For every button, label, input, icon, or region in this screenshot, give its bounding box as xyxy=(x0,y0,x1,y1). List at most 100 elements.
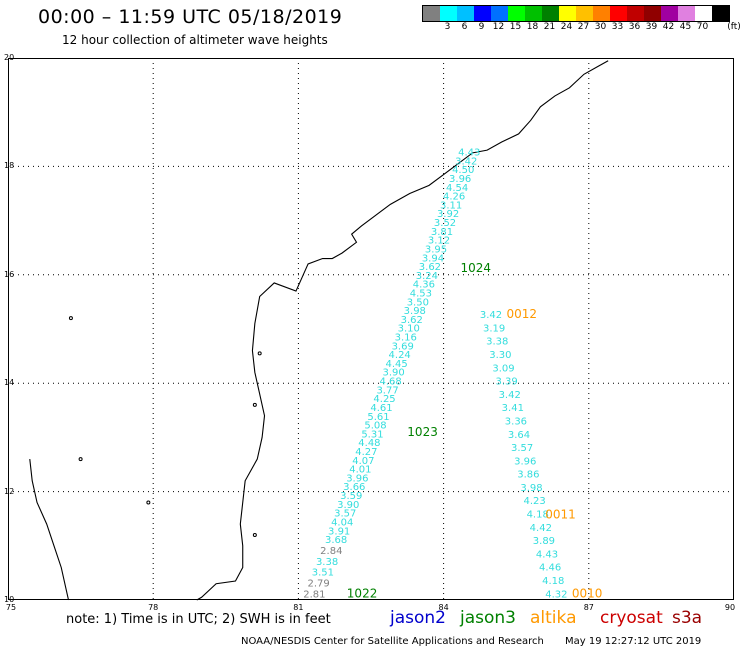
colorbar-label: 12 xyxy=(492,22,505,32)
satellite-legend-cryosat: cryosat xyxy=(600,608,663,628)
wave-height-label: 4.23 xyxy=(523,496,545,507)
colorbar-swatch xyxy=(457,6,474,21)
wave-height-label: 4.24 xyxy=(389,350,411,361)
wave-height-label: 3.86 xyxy=(517,470,539,481)
wave-height-label: 3.91 xyxy=(328,526,350,537)
colorbar-swatch xyxy=(559,6,576,21)
lon-axis-label: 75 xyxy=(5,603,17,612)
pass-id-label: 1024 xyxy=(461,261,492,275)
wave-height-label: 3.42 xyxy=(480,310,502,321)
satellite-legend-jason2: jason2 xyxy=(390,608,446,628)
credit-text: NOAA/NESDIS Center for Satellite Applica… xyxy=(241,636,544,647)
wave-height-label: 3.96 xyxy=(449,174,471,185)
island xyxy=(68,316,73,321)
lat-axis-label: 12 xyxy=(4,486,15,496)
wave-height-label: 5.08 xyxy=(364,421,386,432)
wave-height-label: 4.25 xyxy=(373,394,395,405)
wave-height-label: 3.09 xyxy=(492,363,514,374)
colorbar-swatch xyxy=(661,6,678,21)
note-text: note: 1) Time is in UTC; 2) SWH is in fe… xyxy=(66,612,331,627)
wave-height-label: 3.39 xyxy=(495,377,517,388)
wave-height-label: 3.50 xyxy=(407,297,429,308)
colorbar-label: 24 xyxy=(560,22,573,32)
pass-id-label: 1022 xyxy=(347,586,378,600)
colorbar-label: 42 xyxy=(662,22,675,32)
map-frame xyxy=(8,58,734,600)
colorbar-swatch xyxy=(695,6,712,21)
wave-height-label: 5.31 xyxy=(361,429,383,440)
wave-height-label: 3.98 xyxy=(520,483,542,494)
colorbar-label: 15 xyxy=(509,22,522,32)
wave-height-label: 4.46 xyxy=(539,563,561,574)
island xyxy=(146,500,151,505)
lon-axis-label: 90 xyxy=(724,603,736,612)
wave-height-label: 4.53 xyxy=(410,288,432,299)
colorbar-unit: (ft) xyxy=(727,22,740,32)
wave-height-label: 2.84 xyxy=(320,546,342,557)
colorbar xyxy=(422,5,730,22)
wave-height-label: 3.89 xyxy=(533,536,555,547)
wave-height-label: 4.68 xyxy=(379,377,401,388)
wave-height-label: 3.51 xyxy=(312,568,334,579)
satellite-legend-s3a: s3a xyxy=(672,608,703,628)
wave-height-label: 4.50 xyxy=(452,165,474,176)
wave-height-label: 3.68 xyxy=(325,535,347,546)
pass-id-label: 0010 xyxy=(572,586,603,600)
wave-height-label: 3.42 xyxy=(499,390,521,401)
west-coastline xyxy=(29,459,70,601)
wave-height-label: 3.42 xyxy=(455,156,477,167)
island xyxy=(252,532,257,537)
pass-id-label: 0011 xyxy=(545,508,576,522)
wave-height-label: 3.94 xyxy=(422,253,444,264)
colorbar-swatch xyxy=(474,6,491,21)
wave-height-label: 4.48 xyxy=(358,438,380,449)
colorbar-swatch xyxy=(525,6,542,21)
colorbar-label: 3 xyxy=(444,22,451,32)
colorbar-swatch xyxy=(593,6,610,21)
colorbar-label: 39 xyxy=(645,22,658,32)
colorbar-label: 45 xyxy=(679,22,692,32)
lat-axis-label: 16 xyxy=(4,269,15,279)
colorbar-swatch xyxy=(423,6,440,21)
wave-height-label: 3.96 xyxy=(514,456,536,467)
wave-height-label: 4.61 xyxy=(370,403,392,414)
pass-id-label: 1023 xyxy=(407,425,438,439)
colorbar-swatch xyxy=(542,6,559,21)
wave-height-label: 3.95 xyxy=(425,244,447,255)
lat-axis-label: 10 xyxy=(4,595,15,604)
colorbar-label: 9 xyxy=(478,22,485,32)
wave-height-label: 4.45 xyxy=(386,359,408,370)
colorbar-label: 70 xyxy=(696,22,709,32)
lon-axis-label: 78 xyxy=(148,603,159,612)
wave-height-label: 3.77 xyxy=(376,385,398,396)
wave-height-label: 4.42 xyxy=(530,523,552,534)
wave-height-label: 3.41 xyxy=(502,403,524,414)
wave-height-label: 4.27 xyxy=(355,447,377,458)
colorbar-swatch xyxy=(610,6,627,21)
wave-height-label: 3.90 xyxy=(382,368,404,379)
wave-height-label: 3.98 xyxy=(404,306,426,317)
wave-height-label: 2.81 xyxy=(303,589,325,600)
wave-height-label: 3.64 xyxy=(508,430,530,441)
wave-height-label: 4.54 xyxy=(446,183,468,194)
wave-height-label: 5.61 xyxy=(367,412,389,423)
lon-axis-label: 87 xyxy=(583,603,594,612)
wave-height-label: 3.12 xyxy=(428,236,450,247)
wave-height-label: 3.69 xyxy=(392,341,414,352)
wave-height-label: 4.18 xyxy=(527,510,549,521)
wave-height-label: 3.59 xyxy=(340,491,362,502)
wave-height-label: 4.43 xyxy=(536,549,558,560)
wave-height-label: 3.38 xyxy=(316,557,338,568)
colorbar-label: 18 xyxy=(526,22,539,32)
wave-height-label: 4.32 xyxy=(545,589,567,600)
wave-height-label: 3.11 xyxy=(440,200,462,211)
wave-height-label: 4.07 xyxy=(352,456,374,467)
page-title: 00:00 – 11:59 UTC 05/18/2019 xyxy=(38,6,343,28)
lat-axis-label: 20 xyxy=(4,53,15,62)
wave-height-label: 3.90 xyxy=(337,500,359,511)
wave-height-label: 3.57 xyxy=(334,509,356,520)
timestamp-text: May 19 12:27:12 UTC 2019 xyxy=(565,636,702,647)
colorbar-label: 27 xyxy=(577,22,590,32)
coastline xyxy=(196,60,609,601)
